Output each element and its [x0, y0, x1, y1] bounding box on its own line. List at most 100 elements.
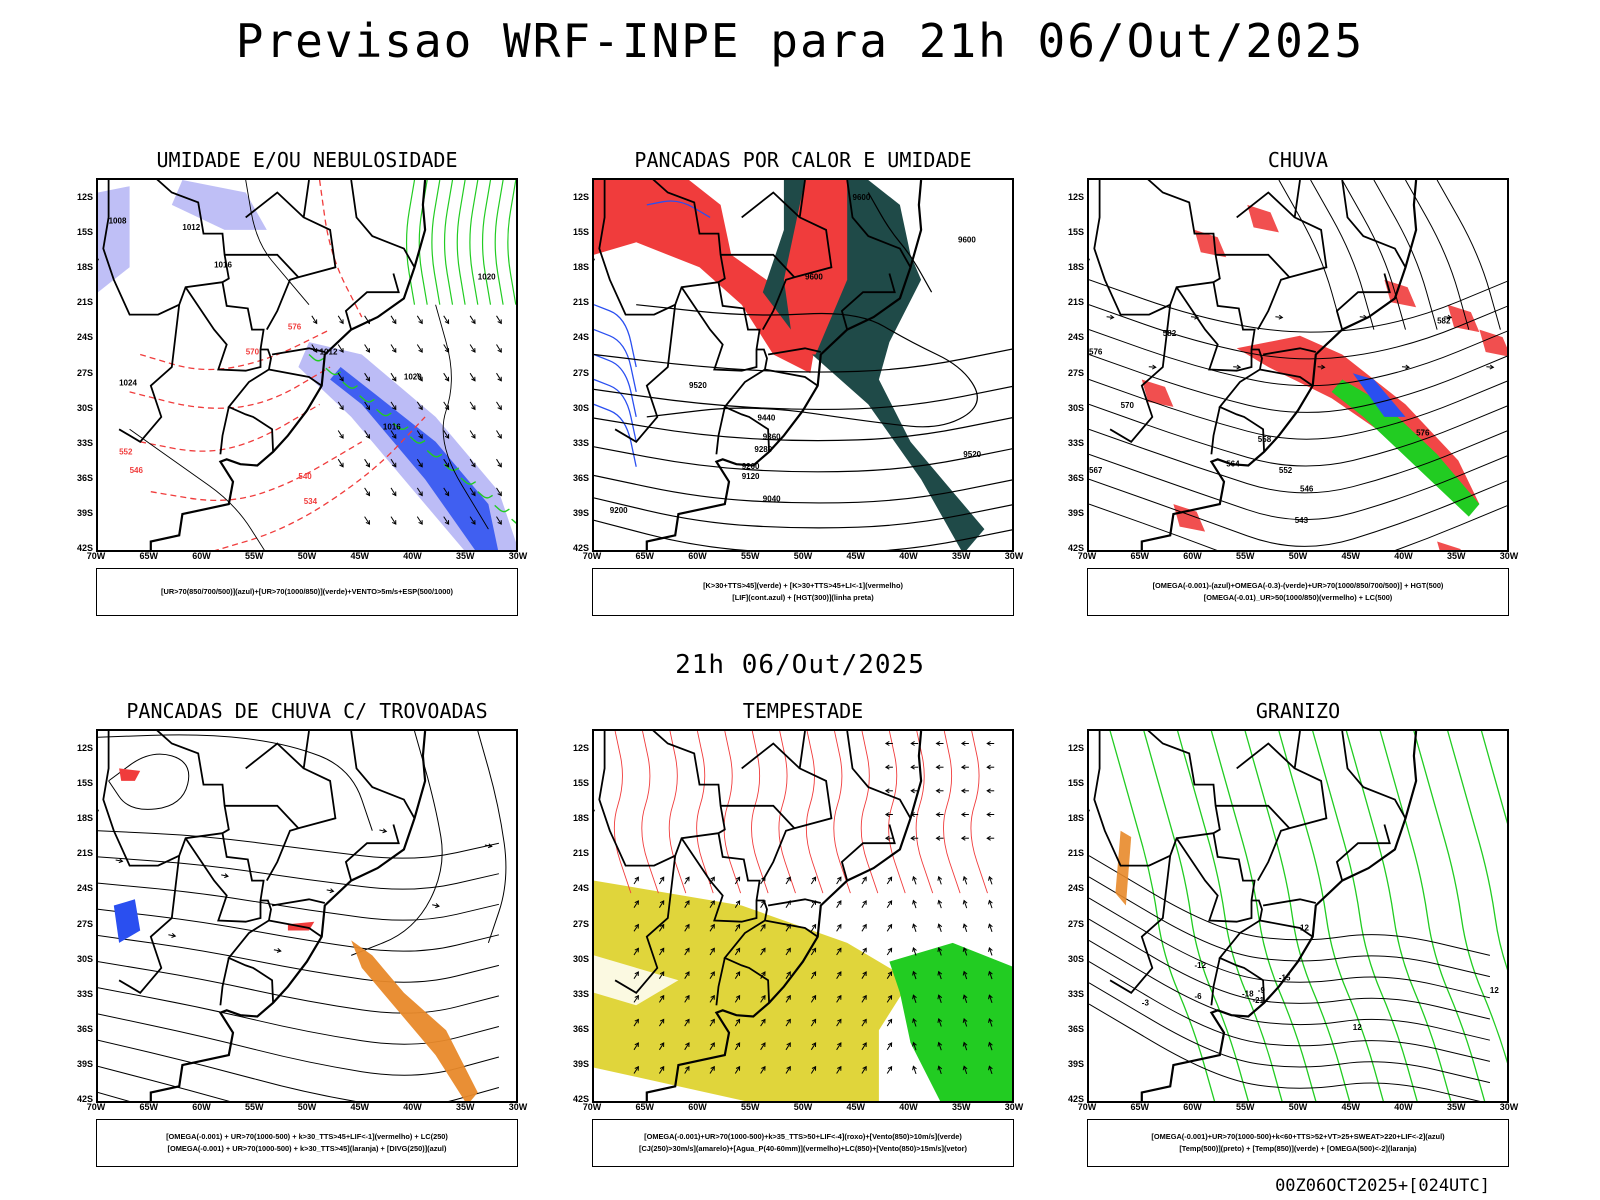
lat-tick-label: 24S: [1067, 883, 1084, 894]
lat-tick-label: 24S: [572, 332, 589, 343]
humidity-contour: [418, 180, 428, 305]
border-line: [723, 348, 770, 452]
lif-contour: [594, 304, 637, 368]
wind-arrow: [443, 430, 450, 439]
border-line: [1109, 304, 1172, 443]
humidity-contour: [443, 180, 454, 305]
border-line: [767, 898, 822, 907]
lat-tick-label: 18S: [76, 813, 93, 824]
map-canvas: [594, 731, 1012, 1101]
wind-arrow: [443, 401, 450, 411]
wind-vector: [910, 740, 919, 746]
wind-arrow: [1401, 364, 1410, 370]
lon-tick-label: 40W: [1394, 1102, 1413, 1112]
lon-tick-label: 50W: [793, 1102, 813, 1112]
contour-label: 1024: [119, 379, 137, 388]
wind-vector: [988, 994, 993, 1003]
hgt500-contour: [1089, 379, 1507, 440]
wind-vector: [912, 1065, 917, 1075]
wind-vector: [988, 875, 993, 885]
lat-tick-label: 24S: [572, 883, 589, 894]
wind-arrow: [443, 458, 450, 468]
lat-tick-label: 21S: [1067, 297, 1084, 308]
wind-vector: [836, 900, 842, 908]
lon-tick-label: 60W: [688, 1102, 707, 1112]
legend-box-umidade: [UR>70(850/700/500)](azul)+[UR>70(1000/8…: [96, 568, 518, 616]
wind-vector: [988, 946, 993, 956]
humidity-contour: [494, 180, 504, 305]
contour-label: 558: [1258, 435, 1272, 444]
border-line: [1341, 180, 1407, 268]
wind-arrow: [326, 888, 335, 894]
border-line: [762, 731, 833, 882]
lat-tick-label: 15S: [1067, 778, 1084, 789]
wind-arrow: [337, 430, 344, 439]
water-contour: [970, 731, 988, 894]
wind-vector: [684, 971, 690, 979]
coastline-east: [1140, 180, 1418, 550]
border-line: [224, 804, 300, 829]
lat-tick-label: 21S: [1067, 848, 1084, 859]
wind-vector: [935, 764, 944, 770]
hgt500-contour: [1278, 180, 1343, 330]
humidity-contour: [511, 518, 516, 524]
water-contour: [860, 731, 879, 894]
lat-tick-label: 15S: [1067, 227, 1084, 238]
border-line: [741, 191, 801, 219]
lon-tick-label: 35W: [1446, 551, 1466, 561]
wind-vector: [734, 947, 741, 956]
border-line: [350, 180, 416, 268]
border-line: [723, 899, 770, 1003]
lat-tick-label: 12S: [76, 192, 93, 202]
map-canvas: 9600960096009520944093609280920091209040…: [594, 180, 1012, 550]
streamline: [98, 830, 500, 859]
lat-tick-label: 27S: [1067, 918, 1084, 929]
lat-tick-label: 27S: [1067, 367, 1084, 378]
wind-vector: [734, 923, 741, 932]
hgt300-contour: [594, 446, 1012, 473]
wind-vector: [884, 835, 893, 841]
temp500-contour: [1089, 1003, 1481, 1101]
border-line: [846, 731, 912, 819]
contour-label: 9600: [958, 235, 976, 244]
border-line: [266, 731, 337, 882]
wind-vector: [937, 1065, 943, 1075]
lat-tick-label: 21S: [572, 297, 589, 308]
wind-vector: [734, 1042, 741, 1051]
temp850-contour: [1278, 731, 1384, 1101]
wind-vector: [760, 971, 766, 979]
border-line: [741, 742, 801, 770]
lat-tick-label: 21S: [572, 848, 589, 859]
border-line: [219, 957, 230, 1006]
wind-arrow: [1444, 314, 1453, 320]
wind-vector: [734, 994, 741, 1003]
border-line: [1259, 919, 1314, 938]
contour-label: -12: [1195, 961, 1207, 970]
wind-vector: [861, 994, 867, 1003]
lon-tick-label: 55W: [740, 551, 760, 561]
wind-arrow: [1275, 314, 1284, 320]
humidity-contour: [405, 180, 416, 305]
humidity-contour: [376, 408, 392, 417]
map-tempestade: [592, 729, 1014, 1103]
border-line: [224, 253, 300, 278]
hgt500-contour: [1089, 304, 1507, 360]
hgt300-contour: [594, 519, 1012, 550]
wind-vector: [861, 923, 867, 932]
contour-label: 9520: [963, 450, 981, 459]
wind-vector: [760, 1065, 766, 1074]
wind-vector: [986, 740, 995, 746]
lat-tick-label: 30S: [76, 402, 93, 413]
main-title: Previsao WRF-INPE para 21h 06/Out/2025: [235, 14, 1365, 68]
wind-vector: [937, 899, 943, 909]
wind-arrow: [432, 903, 440, 909]
wind-vector: [886, 971, 893, 979]
contour-label: 9200: [742, 462, 760, 471]
wind-arrow: [496, 458, 502, 468]
wind-vector: [658, 994, 665, 1003]
lat-tick-label: 30S: [1067, 402, 1084, 413]
shaded-region: [330, 367, 499, 550]
border-line: [1236, 742, 1296, 770]
contour-label: -9: [1258, 986, 1266, 995]
wind-vector: [912, 970, 917, 980]
